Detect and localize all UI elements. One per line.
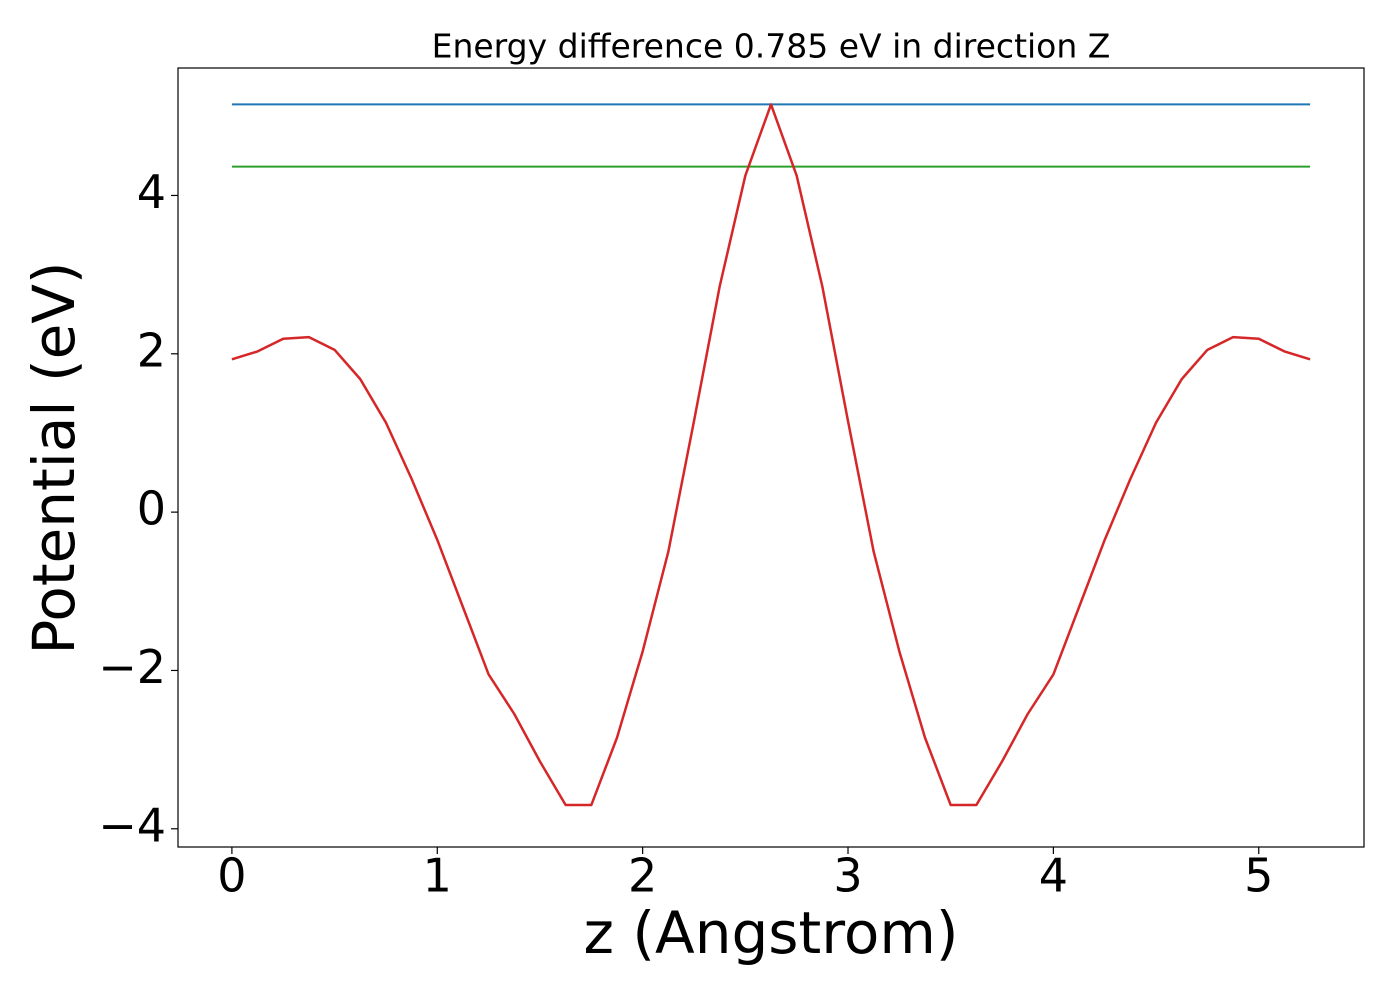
x-tick-label: 0 xyxy=(217,849,246,903)
x-tick-label: 4 xyxy=(1039,849,1068,903)
y-tick-label: 2 xyxy=(137,323,166,377)
y-tick-label: 0 xyxy=(137,482,166,536)
x-tick-label: 5 xyxy=(1244,849,1273,903)
plot-frame xyxy=(177,67,1365,848)
x-tick-label: 3 xyxy=(833,849,862,903)
y-tick-label: 4 xyxy=(137,165,166,219)
chart-title: Energy difference 0.785 eV in direction … xyxy=(432,27,1111,66)
y-tick-label: −4 xyxy=(98,798,166,852)
x-tick-label: 1 xyxy=(423,849,452,903)
x-tick-label: 2 xyxy=(628,849,657,903)
x-axis-label: z (Angstrom) xyxy=(584,899,959,967)
data-line xyxy=(231,103,1311,807)
y-axis-label: Potential (eV) xyxy=(20,261,88,654)
y-tick-label: −2 xyxy=(98,640,166,694)
